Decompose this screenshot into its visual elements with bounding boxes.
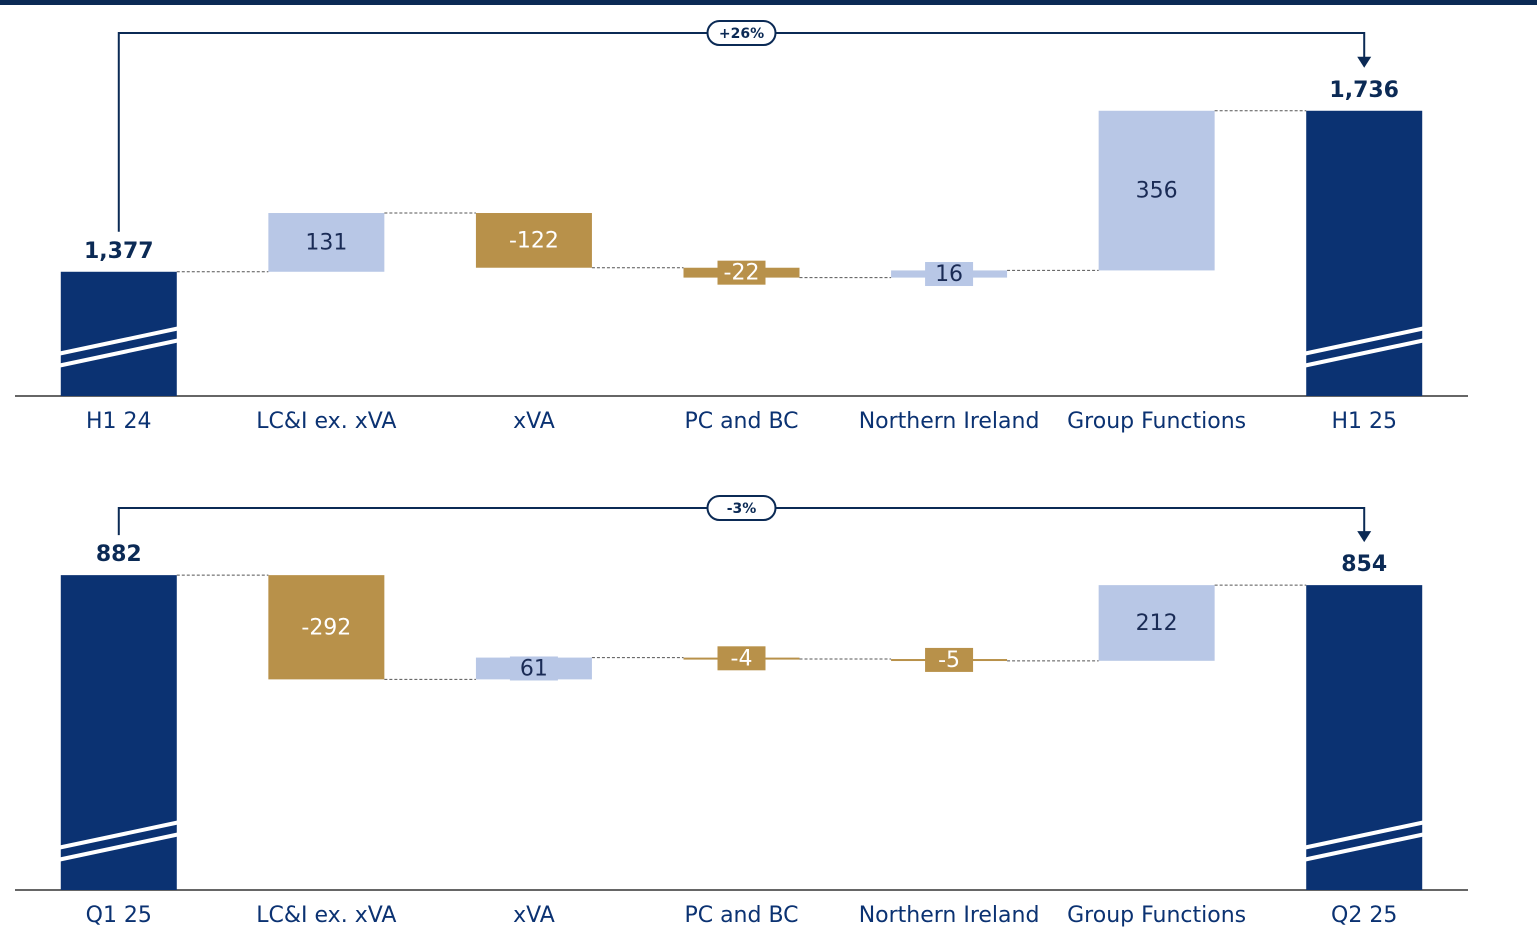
x-tick-label: Q1 25 — [86, 903, 152, 928]
break-mark — [1297, 831, 1431, 863]
top-band — [0, 0, 1537, 5]
label-box — [925, 262, 974, 287]
x-tick-label: xVA — [513, 903, 555, 928]
x-tick-label: Northern Ireland — [859, 409, 1040, 434]
x-tick-label: PC and BC — [684, 409, 798, 434]
value-label: -292 — [301, 615, 351, 640]
total-label: 1,736 — [1329, 78, 1399, 103]
value-label: -4 — [731, 646, 753, 671]
value-label: 356 — [1136, 179, 1178, 204]
x-tick-label: LC&I ex. xVA — [256, 409, 396, 434]
break-mark — [52, 337, 186, 369]
bar — [268, 575, 385, 680]
break-mark — [52, 831, 186, 863]
x-tick-label: LC&I ex. xVA — [256, 903, 396, 928]
bar — [1098, 110, 1215, 271]
total-label: 1,377 — [84, 239, 154, 264]
value-label: 212 — [1136, 611, 1178, 636]
break-mark — [1297, 325, 1431, 357]
annotation-oval — [706, 20, 777, 46]
total-label: 854 — [1341, 552, 1387, 577]
arrow-head — [1357, 56, 1372, 68]
label-box — [717, 646, 766, 671]
x-tick-label: xVA — [513, 409, 555, 434]
break-mark — [1297, 819, 1431, 851]
total-label: 882 — [96, 542, 142, 567]
x-tick-label: H1 25 — [1331, 409, 1397, 434]
bar — [268, 213, 385, 272]
bar — [1098, 585, 1215, 661]
x-tick-label: Northern Ireland — [859, 903, 1040, 928]
value-label: 61 — [520, 656, 548, 681]
x-tick-label: Group Functions — [1067, 409, 1246, 434]
value-label: -122 — [509, 228, 559, 253]
value-label: -22 — [724, 261, 760, 286]
x-tick-label: PC and BC — [684, 903, 798, 928]
annotation: +26% — [719, 26, 764, 42]
label-box — [509, 656, 558, 681]
label-box — [717, 260, 766, 285]
bar — [475, 213, 592, 268]
value-label: 16 — [935, 262, 963, 287]
x-tick-label: Q2 25 — [1331, 903, 1397, 928]
x-tick-label: Group Functions — [1067, 903, 1246, 928]
label-box — [925, 647, 974, 672]
annotation-oval — [706, 495, 777, 521]
break-mark — [52, 325, 186, 357]
break-mark — [1297, 337, 1431, 369]
value-label: -5 — [938, 648, 960, 673]
arrow-head — [1357, 531, 1372, 543]
value-label: 131 — [305, 230, 347, 255]
x-tick-label: H1 24 — [86, 409, 152, 434]
break-mark — [52, 819, 186, 851]
annotation: -3% — [727, 501, 757, 517]
